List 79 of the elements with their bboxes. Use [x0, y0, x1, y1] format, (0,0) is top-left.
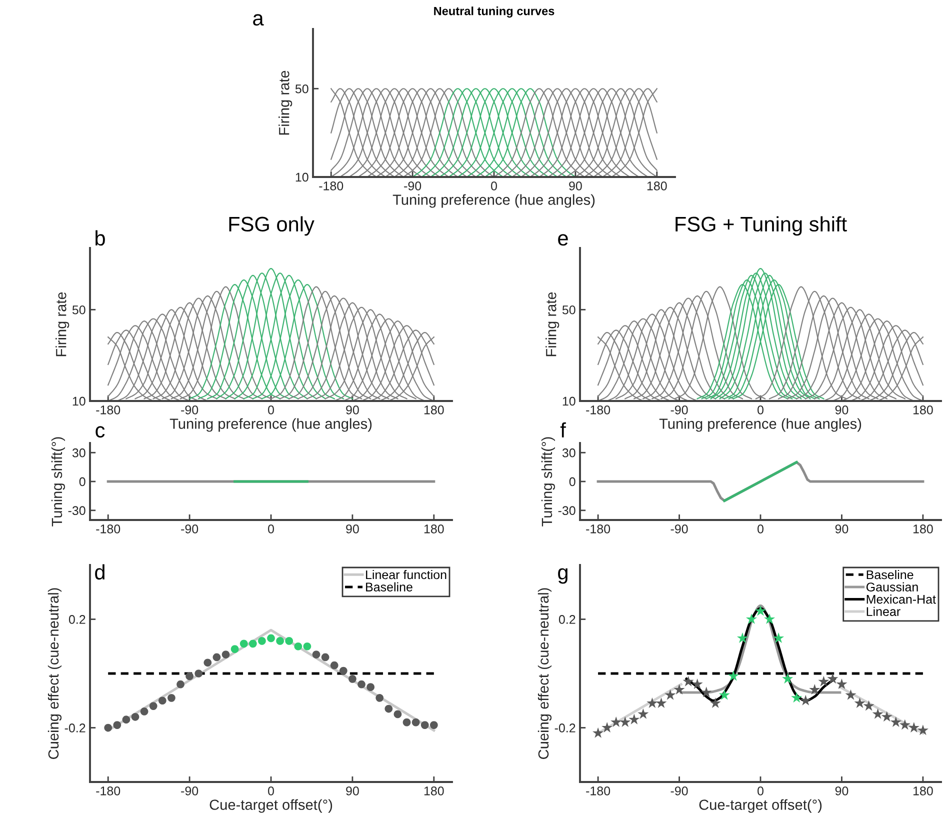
- text: b: [96, 230, 105, 246]
- y-tick-label: -30: [558, 506, 576, 516]
- y-tick-label: 10: [562, 396, 576, 406]
- y-tick-label: 0: [79, 477, 86, 486]
- x-tick-label: 0: [491, 181, 497, 190]
- y-tick-label: -0.2: [64, 724, 86, 732]
- legend-label: Linear function: [366, 570, 446, 580]
- text: a: [253, 14, 264, 26]
- x-tick-label: 180: [424, 786, 444, 796]
- chart-title: FSG only: [229, 216, 314, 236]
- x-tick-label: -180: [586, 524, 610, 534]
- y-tick-label: -0.2: [554, 724, 576, 732]
- x-axis-title: Cue-target offset(°): [210, 799, 332, 813]
- x-tick-label: 0: [758, 786, 764, 796]
- x-tick-label: 90: [835, 524, 848, 534]
- text: g: [558, 568, 568, 584]
- x-tick-label: 0: [268, 786, 274, 796]
- y-tick-label: 50: [295, 84, 308, 94]
- chart-title: FSG + Tuning shift: [676, 216, 847, 236]
- y-tick-label: 10: [296, 172, 308, 182]
- x-tick-label: -180: [96, 786, 120, 796]
- x-tick-label: -90: [181, 786, 198, 796]
- x-tick-label: -90: [404, 181, 422, 190]
- x-tick-label: -180: [319, 181, 344, 190]
- x-tick-label: 90: [346, 786, 359, 796]
- text: f: [560, 422, 566, 438]
- y-tick-label: 0.2: [558, 615, 576, 624]
- chart-title: Neutral tuning curves: [434, 6, 554, 18]
- x-tick-label: 0: [268, 405, 274, 414]
- y-axis-title: Cueing effect (cue-neutral): [538, 588, 552, 759]
- x-tick-label: 180: [424, 524, 444, 534]
- text: c: [96, 426, 105, 438]
- x-tick-label: -90: [670, 405, 688, 414]
- text: e: [558, 234, 568, 246]
- y-tick-label: 30: [562, 448, 576, 458]
- x-axis-title: Tuning preference (hue angles): [392, 194, 595, 208]
- x-tick-label: 180: [647, 181, 667, 190]
- x-axis-title: Tuning preference (hue angles): [659, 418, 862, 432]
- y-tick-label: -30: [68, 506, 86, 516]
- y-tick-label: 0: [569, 477, 576, 486]
- x-tick-label: 180: [913, 786, 933, 796]
- x-tick-label: 90: [346, 405, 359, 414]
- x-axis-title: Cue-target offset(°): [699, 799, 822, 813]
- x-tick-label: -180: [96, 524, 120, 534]
- x-tick-label: 90: [835, 786, 848, 796]
- x-tick-label: 180: [424, 405, 444, 414]
- x-tick-label: 90: [835, 405, 848, 414]
- legend-label: Gaussian: [866, 582, 918, 592]
- y-tick-label: 30: [72, 448, 86, 458]
- x-tick-label: 90: [346, 524, 359, 534]
- legend-label: Linear: [866, 606, 900, 616]
- x-tick-label: -90: [670, 786, 688, 796]
- x-tick-label: 180: [913, 524, 933, 534]
- x-tick-label: -90: [181, 405, 198, 414]
- x-tick-label: -180: [586, 786, 610, 796]
- x-tick-label: -90: [181, 524, 198, 534]
- y-axis-title: Firing rate: [56, 292, 70, 356]
- y-axis-title: Tuning shift(°): [541, 437, 555, 526]
- x-tick-label: -180: [96, 405, 120, 414]
- y-tick-label: 10: [72, 396, 86, 406]
- annotation: d: [95, 564, 104, 580]
- y-axis-title: Firing rate: [546, 292, 560, 356]
- y-axis-title: Cueing effect (cue-neutral): [48, 588, 62, 759]
- x-axis-title: Tuning preference (hue angles): [170, 418, 372, 432]
- x-tick-label: 90: [569, 181, 582, 190]
- y-tick-label: 50: [562, 305, 576, 314]
- x-tick-label: 0: [758, 524, 764, 534]
- y-axis-title: Tuning shift(°): [51, 437, 65, 526]
- x-tick-label: 180: [913, 405, 933, 414]
- x-tick-label: -180: [586, 405, 610, 414]
- x-tick-label: -90: [670, 524, 688, 534]
- y-axis-title: Firing rate: [278, 70, 292, 135]
- legend-label: Mexican-Hat: [866, 594, 936, 604]
- x-tick-label: 0: [268, 524, 274, 534]
- legend-label: Baseline: [366, 582, 412, 592]
- legend-label: Baseline: [866, 570, 914, 580]
- y-tick-label: 50: [72, 305, 86, 314]
- y-tick-label: 0.2: [68, 615, 86, 624]
- x-tick-label: 0: [758, 405, 764, 414]
